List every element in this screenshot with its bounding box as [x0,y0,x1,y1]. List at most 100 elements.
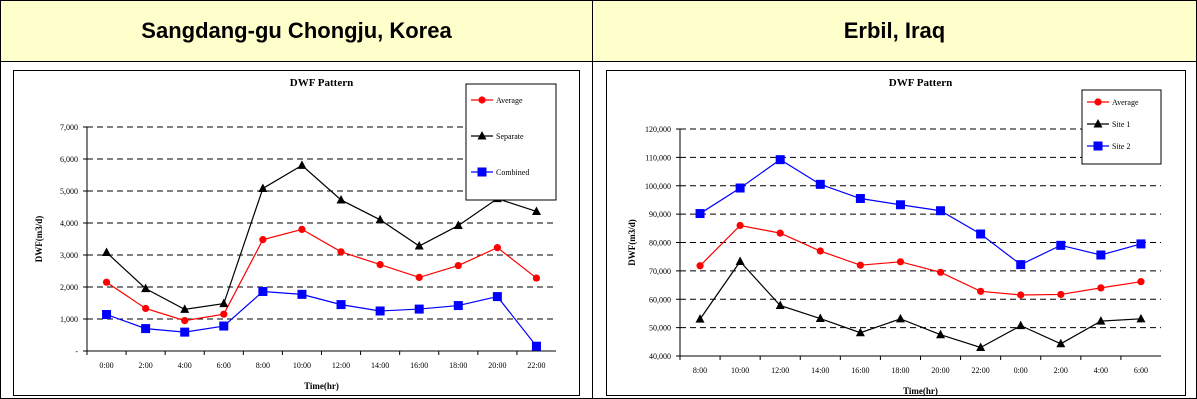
series-line-combined [106,290,537,347]
data-point [1096,316,1106,325]
data-point [375,306,385,316]
series-line-average [106,228,537,322]
data-point [855,194,865,204]
data-point [102,310,112,320]
legend-marker [1093,119,1103,128]
y-tick-label: 7,000 [60,123,78,132]
data-point [220,310,228,318]
data-point [219,298,229,308]
data-point [1136,313,1146,323]
series-line-site-2 [699,158,1142,266]
y-tick-label: 40,000 [649,352,671,361]
data-point [531,341,541,351]
y-tick-label: 5,000 [60,187,78,196]
x-tick-label: 14:00 [811,366,829,375]
x-tick-label: 10:00 [731,366,749,375]
data-point [1097,284,1105,292]
y-tick-label: 70,000 [649,267,671,276]
data-point [142,304,150,313]
data-point [776,229,784,237]
legend-marker [1094,98,1102,106]
x-tick-label: 20:00 [931,366,949,375]
data-point [1096,250,1106,260]
data-point [896,258,905,266]
data-point [453,301,463,311]
data-point [102,247,112,256]
data-point [376,261,384,269]
header-korea: Sangdang-gu Chongju, Korea [0,0,593,62]
data-point [815,313,825,323]
y-tick-label: 6,000 [60,155,78,164]
x-tick-label: 16:00 [851,366,869,375]
x-tick-label: 10:00 [293,361,311,370]
y-tick-label: 60,000 [649,295,671,304]
data-point [259,236,267,244]
data-point [219,321,229,331]
chart-title: DWF Pattern [290,77,353,89]
data-point [1016,260,1026,270]
y-tick-label: 4,000 [60,219,78,228]
y-tick-label: 90,000 [649,210,671,219]
data-point [816,247,824,255]
y-tick-label: 80,000 [649,239,671,248]
data-point [180,327,190,337]
legend-label: Separate [496,132,524,141]
data-point [453,220,463,230]
data-point [895,200,905,210]
data-point [532,274,541,282]
legend-box [465,83,557,201]
chart-iraq: DWF Pattern 40,000 50,000 60,000 70,000 80,00… [606,70,1186,396]
data-point [181,317,189,325]
data-point [936,329,946,339]
x-axis-label: Time(hr) [304,381,339,391]
data-point [258,183,268,192]
data-point [337,248,345,256]
y-axis-label: DWF(m3/d) [627,219,637,266]
data-point [454,261,462,270]
x-tick-label: 4:00 [178,361,192,370]
series-line-site-1 [699,260,1141,349]
data-point [492,292,502,302]
y-tick-label: 2,000 [60,283,78,292]
x-tick-label: 20:00 [488,361,506,370]
data-point [735,256,745,266]
y-tick-label: 100,000 [645,182,671,191]
x-tick-label: 6:00 [217,361,231,370]
y-tick-label: - [75,347,78,356]
series-line-average [699,224,1142,296]
data-point [695,314,705,323]
data-point [297,160,307,169]
legend-marker [1093,141,1103,151]
data-point [141,283,151,293]
x-tick-label: 12:00 [332,361,350,370]
x-tick-label: 22:00 [972,366,990,375]
legend-marker [477,167,487,177]
data-point [736,221,744,230]
x-tick-label: 0:00 [99,361,113,370]
x-tick-label: 8:00 [693,366,707,375]
data-point [414,241,424,250]
data-point [1056,338,1066,348]
data-point [855,327,865,337]
data-point [895,313,905,323]
legend-label: Site 1 [1112,120,1130,129]
y-axis-label: DWF(m3/d) [34,216,44,263]
data-point [936,206,946,216]
x-tick-label: 14:00 [371,361,389,370]
data-point [414,304,424,314]
data-point [936,268,945,276]
chart-korea-svg: DWF Pattern - 1,000 2,000 3,000 4,000 5,000 6,0… [34,77,557,391]
data-point [180,304,190,313]
legend-marker [477,131,487,140]
data-point [1016,320,1026,330]
data-point [297,289,307,299]
x-tick-label: 2:00 [139,361,153,370]
data-point [298,225,306,233]
chart-iraq-svg: DWF Pattern 40,000 50,000 60,000 70,000 80,00… [627,77,1162,396]
data-point [102,278,111,286]
data-point [695,209,705,219]
data-point [1017,291,1025,299]
x-tick-label: 16:00 [410,361,428,370]
legend-label: Average [496,96,523,105]
data-point [1137,278,1145,286]
